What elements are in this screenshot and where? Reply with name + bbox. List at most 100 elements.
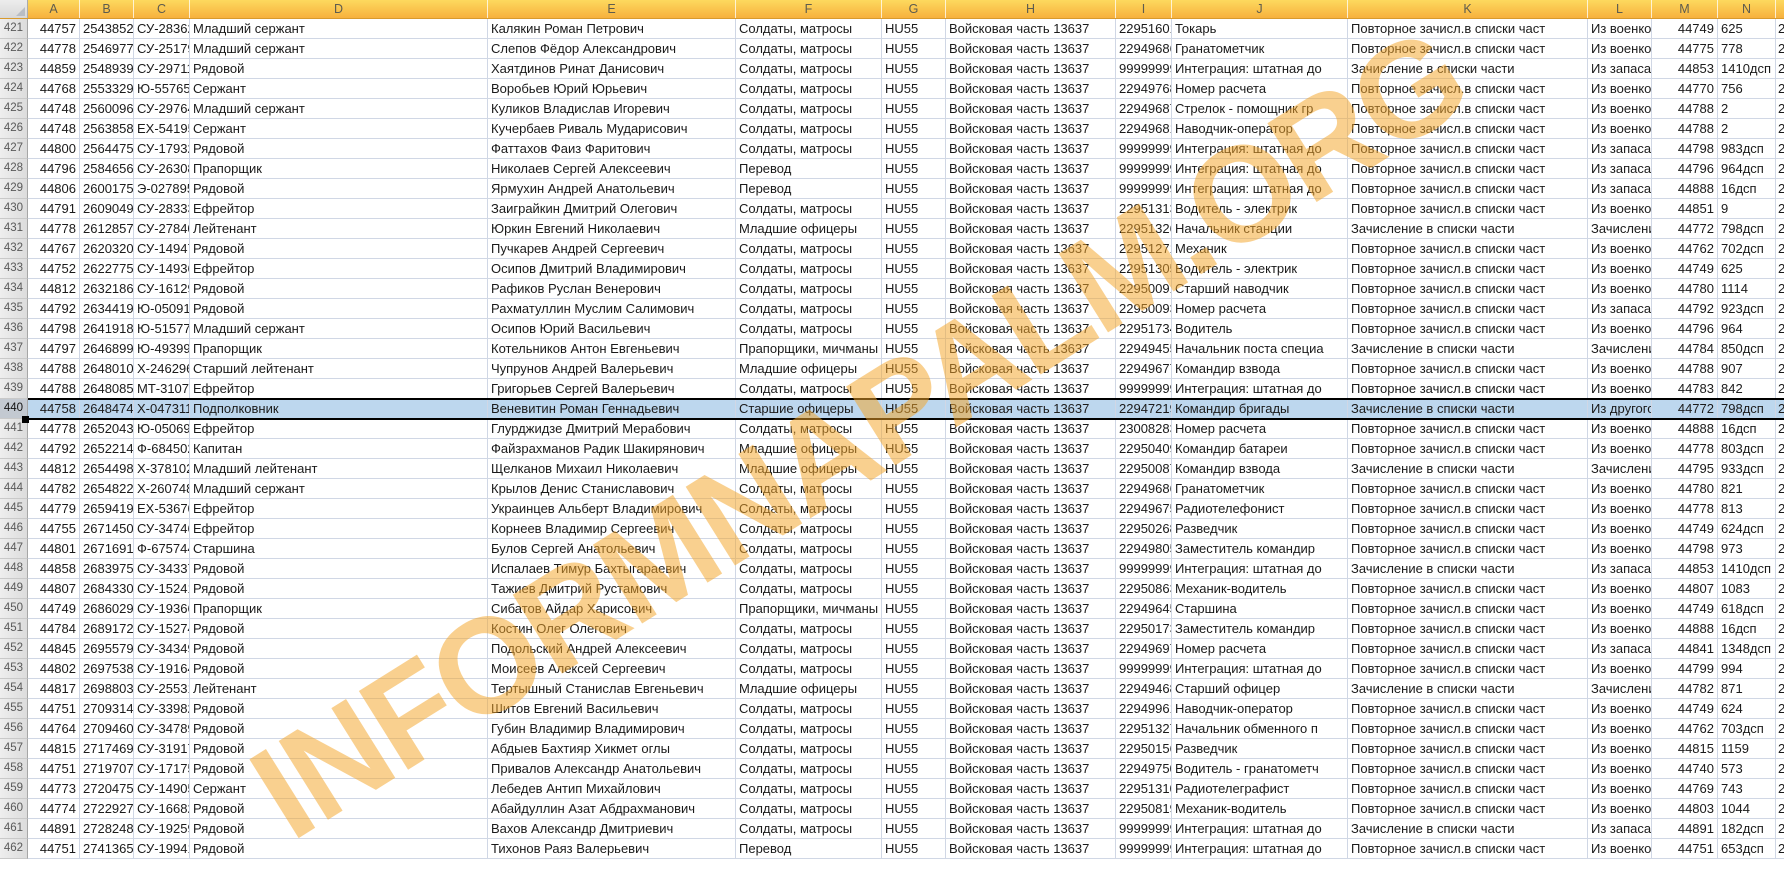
cell-clipped-454[interactable]: 2 — [1776, 679, 1784, 699]
column-header-C[interactable]: C — [134, 0, 190, 18]
cell-B443[interactable]: 2654498 — [80, 459, 134, 479]
cell-F423[interactable]: Солдаты, матросы — [736, 59, 882, 79]
cell-C462[interactable]: СУ-199418 — [134, 839, 190, 859]
cell-D422[interactable]: Младший сержант — [190, 39, 488, 59]
cell-B445[interactable]: 2659419 — [80, 499, 134, 519]
cell-D429[interactable]: Рядовой — [190, 179, 488, 199]
cell-K444[interactable]: Повторное зачисл.в списки част — [1348, 479, 1588, 499]
cell-M446[interactable]: 44749 — [1652, 519, 1718, 539]
cell-K442[interactable]: Повторное зачисл.в списки част — [1348, 439, 1588, 459]
cell-N447[interactable]: 973 — [1718, 539, 1776, 559]
cell-E433[interactable]: Осипов Дмитрий Владимирович — [488, 259, 736, 279]
cell-F428[interactable]: Перевод — [736, 159, 882, 179]
cell-N462[interactable]: 653дсп — [1718, 839, 1776, 859]
cell-H448[interactable]: Войсковая часть 13637 — [946, 559, 1116, 579]
cell-H459[interactable]: Войсковая часть 13637 — [946, 779, 1116, 799]
cell-D457[interactable]: Рядовой — [190, 739, 488, 759]
cell-I439[interactable]: 99999999 — [1116, 379, 1172, 399]
cell-D448[interactable]: Рядовой — [190, 559, 488, 579]
cell-K432[interactable]: Повторное зачисл.в списки част — [1348, 239, 1588, 259]
cell-A447[interactable]: 44801 — [28, 539, 80, 559]
cell-J436[interactable]: Водитель — [1172, 319, 1348, 339]
cell-E422[interactable]: Слепов Фёдор Александрович — [488, 39, 736, 59]
row-header-455[interactable]: 455 — [0, 699, 28, 719]
cell-J428[interactable]: Интеграция: штатная до — [1172, 159, 1348, 179]
cell-C423[interactable]: СУ-297116 — [134, 59, 190, 79]
cell-F462[interactable]: Перевод — [736, 839, 882, 859]
cell-F425[interactable]: Солдаты, матросы — [736, 99, 882, 119]
cell-clipped-459[interactable]: 2 — [1776, 779, 1784, 799]
cell-F440[interactable]: Старшие офицеры — [736, 399, 882, 419]
cell-A458[interactable]: 44751 — [28, 759, 80, 779]
cell-G424[interactable]: HU55 — [882, 79, 946, 99]
row-header-430[interactable]: 430 — [0, 199, 28, 219]
cell-G439[interactable]: HU55 — [882, 379, 946, 399]
column-header-A[interactable]: A — [28, 0, 80, 18]
cell-clipped-432[interactable]: 2 — [1776, 239, 1784, 259]
cell-L461[interactable]: Из запаса — [1588, 819, 1652, 839]
row-header-437[interactable]: 437 — [0, 339, 28, 359]
cell-K429[interactable]: Повторное зачисл.в списки част — [1348, 179, 1588, 199]
cell-G455[interactable]: HU55 — [882, 699, 946, 719]
cell-C449[interactable]: СУ-152416 — [134, 579, 190, 599]
cell-E438[interactable]: Чупрунов Андрей Валерьевич — [488, 359, 736, 379]
cell-L422[interactable]: Из военкомата — [1588, 39, 1652, 59]
cell-H435[interactable]: Войсковая часть 13637 — [946, 299, 1116, 319]
cell-M434[interactable]: 44780 — [1652, 279, 1718, 299]
cell-D447[interactable]: Старшина — [190, 539, 488, 559]
cell-C429[interactable]: Э-027895 — [134, 179, 190, 199]
row-header-425[interactable]: 425 — [0, 99, 28, 119]
cell-B432[interactable]: 2620320 — [80, 239, 134, 259]
cell-clipped-455[interactable]: 2 — [1776, 699, 1784, 719]
cell-I457[interactable]: 22950156 — [1116, 739, 1172, 759]
cell-D453[interactable]: Рядовой — [190, 659, 488, 679]
cell-B461[interactable]: 2728248 — [80, 819, 134, 839]
cell-C445[interactable]: ЕХ-536705 — [134, 499, 190, 519]
cell-I452[interactable]: 22949697 — [1116, 639, 1172, 659]
cell-F427[interactable]: Солдаты, матросы — [736, 139, 882, 159]
cell-F443[interactable]: Младшие офицеры — [736, 459, 882, 479]
cell-H452[interactable]: Войсковая часть 13637 — [946, 639, 1116, 659]
cell-B449[interactable]: 2684330 — [80, 579, 134, 599]
cell-D431[interactable]: Лейтенант — [190, 219, 488, 239]
cell-G450[interactable]: HU55 — [882, 599, 946, 619]
cell-D451[interactable]: Рядовой — [190, 619, 488, 639]
cell-I442[interactable]: 22950409 — [1116, 439, 1172, 459]
cell-K433[interactable]: Повторное зачисл.в списки част — [1348, 259, 1588, 279]
cell-D439[interactable]: Ефрейтор — [190, 379, 488, 399]
cell-M447[interactable]: 44798 — [1652, 539, 1718, 559]
row-header-434[interactable]: 434 — [0, 279, 28, 299]
cell-K461[interactable]: Зачисление в списки части — [1348, 819, 1588, 839]
cell-I440[interactable]: 22947219 — [1116, 399, 1172, 419]
cell-A441[interactable]: 44778 — [28, 419, 80, 439]
cell-K459[interactable]: Повторное зачисл.в списки част — [1348, 779, 1588, 799]
cell-H432[interactable]: Войсковая часть 13637 — [946, 239, 1116, 259]
cell-J449[interactable]: Механик-водитель — [1172, 579, 1348, 599]
cell-E446[interactable]: Корнеев Владимир Сергеевич — [488, 519, 736, 539]
cell-L429[interactable]: Из запаса — [1588, 179, 1652, 199]
cell-N446[interactable]: 624дсп — [1718, 519, 1776, 539]
cell-J452[interactable]: Номер расчета — [1172, 639, 1348, 659]
cell-H456[interactable]: Войсковая часть 13637 — [946, 719, 1116, 739]
cell-A448[interactable]: 44858 — [28, 559, 80, 579]
cell-N450[interactable]: 618дсп — [1718, 599, 1776, 619]
cell-K453[interactable]: Повторное зачисл.в списки част — [1348, 659, 1588, 679]
cell-E424[interactable]: Воробьев Юрий Юрьевич — [488, 79, 736, 99]
cell-H458[interactable]: Войсковая часть 13637 — [946, 759, 1116, 779]
cell-D434[interactable]: Рядовой — [190, 279, 488, 299]
cell-J462[interactable]: Интеграция: штатная до — [1172, 839, 1348, 859]
cell-B444[interactable]: 2654822 — [80, 479, 134, 499]
cell-E442[interactable]: Файзрахманов Радик Шакирянович — [488, 439, 736, 459]
cell-E445[interactable]: Украинцев Альберт Владимирович — [488, 499, 736, 519]
cell-G430[interactable]: HU55 — [882, 199, 946, 219]
row-header-452[interactable]: 452 — [0, 639, 28, 659]
cell-H450[interactable]: Войсковая часть 13637 — [946, 599, 1116, 619]
cell-A429[interactable]: 44806 — [28, 179, 80, 199]
cell-clipped-458[interactable]: 2 — [1776, 759, 1784, 779]
column-header-E[interactable]: E — [488, 0, 736, 18]
cell-A454[interactable]: 44817 — [28, 679, 80, 699]
cell-A421[interactable]: 44757 — [28, 19, 80, 39]
cell-M454[interactable]: 44782 — [1652, 679, 1718, 699]
cell-N429[interactable]: 16дсп — [1718, 179, 1776, 199]
cell-C434[interactable]: СУ-161293 — [134, 279, 190, 299]
